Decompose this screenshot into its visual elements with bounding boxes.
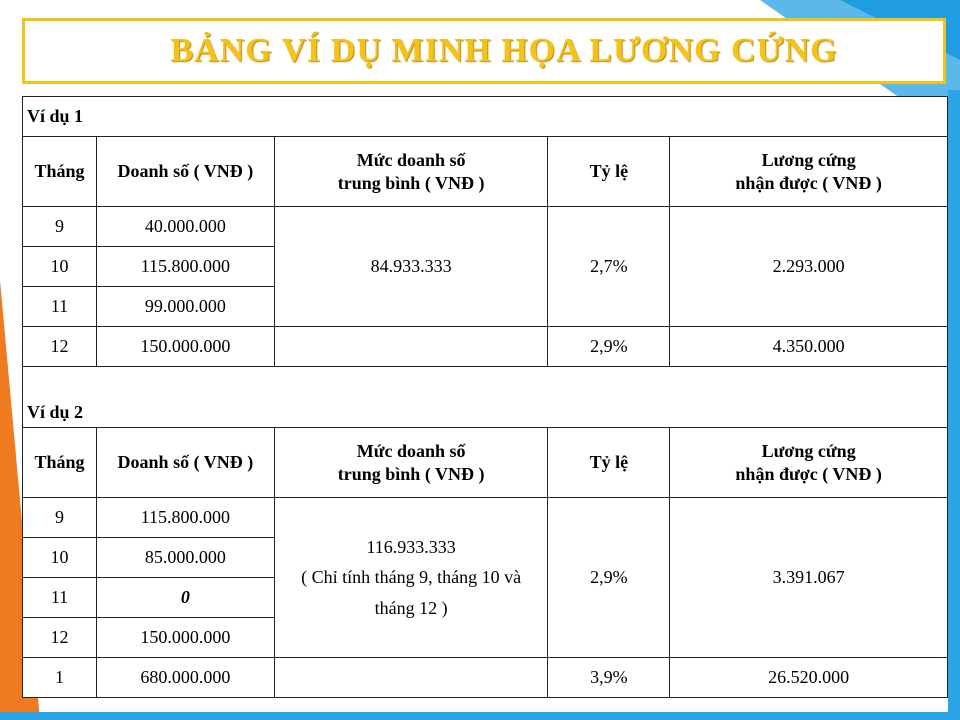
month-cell: 10	[22, 246, 97, 287]
header-rate: Tỷ lệ	[547, 427, 671, 498]
sales-cell: 150.000.000	[95, 326, 275, 367]
table-row: 9 115.800.000 116.933.333 ( Chỉ tính thá…	[22, 497, 948, 658]
page-title: BẢNG VÍ DỤ MINH HỌA LƯƠNG CỨNG	[170, 32, 838, 69]
decor-right-strip	[948, 90, 960, 720]
avg-note-line2: tháng 12 )	[374, 597, 448, 618]
month-cell: 11	[22, 577, 97, 618]
header-sales: Doanh số ( VNĐ )	[95, 136, 275, 207]
table-row: 11 99.000.000	[22, 286, 948, 327]
sales-cell: 85.000.000	[95, 537, 275, 578]
header-avg: Mức doanh số trung bình ( VNĐ )	[273, 427, 549, 498]
table-row: 11 0	[22, 577, 948, 618]
month-cell: 9	[22, 206, 97, 247]
month-cell: 9	[22, 497, 97, 538]
month-cell: 12	[22, 617, 97, 658]
salary-table: Ví dụ 1 Tháng Doanh số ( VNĐ ) Mức doanh…	[22, 96, 948, 698]
header-sales: Doanh số ( VNĐ )	[95, 427, 275, 498]
rate-cell: 2,7%	[547, 206, 671, 327]
header-salary-line1: Lương cứng	[761, 441, 856, 461]
example2-label-row: Ví dụ 2	[22, 366, 948, 428]
month-cell: 1	[22, 657, 97, 698]
sales-cell: 99.000.000	[95, 286, 275, 327]
sales-cell: 150.000.000	[95, 617, 275, 658]
header-salary: Lương cứng nhận được ( VNĐ )	[669, 427, 948, 498]
sales-cell: 40.000.000	[95, 206, 275, 247]
salary-cell: 2.293.000	[669, 206, 948, 327]
avg-cell: 116.933.333 ( Chỉ tính tháng 9, tháng 10…	[273, 497, 549, 658]
table-row: 10 115.800.000	[22, 246, 948, 287]
salary-cell: 4.350.000	[669, 326, 948, 367]
header-avg-line2: trung bình ( VNĐ )	[337, 463, 485, 484]
sales-cell: 680.000.000	[95, 657, 275, 698]
header-month: Tháng	[22, 427, 97, 498]
month-cell: 12	[22, 326, 97, 367]
salary-cell: 26.520.000	[669, 657, 948, 698]
table-row: 12 150.000.000 2,9% 4.350.000	[22, 326, 948, 367]
header-salary-line2: nhận được ( VNĐ )	[735, 463, 882, 484]
example2-header-row: Tháng Doanh số ( VNĐ ) Mức doanh số trun…	[22, 427, 948, 498]
title-box: BẢNG VÍ DỤ MINH HỌA LƯƠNG CỨNG	[22, 18, 946, 84]
decor-bottom-strip	[0, 712, 960, 720]
header-salary-line2: nhận được ( VNĐ )	[735, 172, 882, 193]
header-salary: Lương cứng nhận được ( VNĐ )	[669, 136, 948, 207]
rate-cell: 2,9%	[547, 326, 671, 367]
header-avg-line2: trung bình ( VNĐ )	[337, 172, 485, 193]
avg-cell-empty	[273, 657, 549, 698]
example1-label: Ví dụ 1	[22, 96, 948, 137]
avg-cell: 84.933.333	[273, 206, 549, 327]
header-avg: Mức doanh số trung bình ( VNĐ )	[273, 136, 549, 207]
table-row: 12 150.000.000	[22, 617, 948, 658]
header-salary-line1: Lương cứng	[761, 150, 856, 170]
sales-cell: 0	[95, 577, 275, 618]
header-avg-line1: Mức doanh số	[356, 441, 466, 461]
table-row: 10 85.000.000	[22, 537, 948, 578]
sales-cell: 115.800.000	[95, 497, 275, 538]
avg-value: 116.933.333	[366, 536, 456, 557]
rate-cell: 2,9%	[547, 497, 671, 658]
header-rate: Tỷ lệ	[547, 136, 671, 207]
salary-cell: 3.391.067	[669, 497, 948, 658]
sales-cell: 115.800.000	[95, 246, 275, 287]
table-row: 1 680.000.000 3,9% 26.520.000	[22, 657, 948, 698]
avg-cell-empty	[273, 326, 549, 367]
example2-label: Ví dụ 2	[22, 366, 948, 428]
example1-header-row: Tháng Doanh số ( VNĐ ) Mức doanh số trun…	[22, 136, 948, 207]
avg-note-line1: ( Chỉ tính tháng 9, tháng 10 và	[301, 567, 522, 588]
header-month: Tháng	[22, 136, 97, 207]
table-row: 9 40.000.000 84.933.333 2,7% 2.293.000	[22, 206, 948, 327]
month-cell: 10	[22, 537, 97, 578]
rate-cell: 3,9%	[547, 657, 671, 698]
example1-label-row: Ví dụ 1	[22, 96, 948, 137]
header-avg-line1: Mức doanh số	[356, 150, 466, 170]
month-cell: 11	[22, 286, 97, 327]
